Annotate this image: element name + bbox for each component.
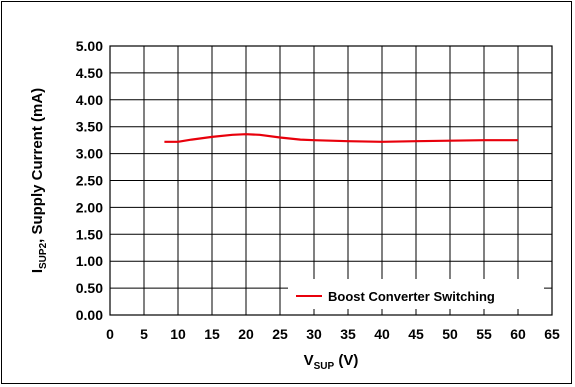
y-axis-title: ISUP2, Supply Current (mA) bbox=[29, 88, 49, 273]
y-tick-labels: 0.00 0.50 1.00 1.50 2.00 2.50 3.00 3.50 4.00 4.50… bbox=[76, 38, 103, 323]
x-tick-label-6: 30 bbox=[306, 326, 322, 342]
legend-label: Boost Converter Switching bbox=[328, 289, 495, 304]
legend: Boost Converter Switching bbox=[288, 279, 544, 309]
x-tick-label-7: 35 bbox=[340, 326, 356, 342]
grid bbox=[109, 45, 553, 316]
series-lines bbox=[164, 133, 518, 143]
x-tick-label-8: 40 bbox=[374, 326, 390, 342]
y-tick-label-3: 1.50 bbox=[76, 226, 103, 242]
x-axis-title-main: V bbox=[304, 352, 314, 369]
y-axis-title-main: I bbox=[29, 269, 46, 273]
y-tick-label-8: 4.00 bbox=[76, 92, 103, 108]
x-tick-label-12: 60 bbox=[510, 326, 526, 342]
x-tick-label-0: 0 bbox=[106, 326, 114, 342]
y-tick-label-0: 0.00 bbox=[76, 307, 103, 323]
x-tick-label-13: 65 bbox=[544, 326, 560, 342]
y-tick-label-7: 3.50 bbox=[76, 119, 103, 135]
x-tick-label-9: 45 bbox=[408, 326, 424, 342]
x-tick-label-11: 55 bbox=[476, 326, 492, 342]
y-tick-label-5: 2.50 bbox=[76, 173, 103, 189]
x-axis-title-unit: (V) bbox=[334, 352, 358, 369]
x-tick-label-10: 50 bbox=[442, 326, 458, 342]
legend-box bbox=[288, 279, 544, 309]
x-tick-label-4: 20 bbox=[238, 326, 254, 342]
y-tick-label-9: 4.50 bbox=[76, 65, 103, 81]
x-axis-title-sub: SUP bbox=[314, 361, 335, 372]
x-axis-title: VSUP (V) bbox=[304, 352, 359, 372]
x-tick-label-5: 25 bbox=[272, 326, 288, 342]
y-tick-label-1: 0.50 bbox=[76, 280, 103, 296]
x-tick-label-2: 10 bbox=[170, 326, 186, 342]
y-axis-title-rest: , Supply Current (mA) bbox=[29, 88, 46, 243]
y-tick-label-6: 3.00 bbox=[76, 146, 103, 162]
y-tick-label-4: 2.00 bbox=[76, 199, 103, 215]
plot-border bbox=[109, 45, 553, 316]
series-line-0 bbox=[164, 133, 518, 143]
y-tick-label-10: 5.00 bbox=[76, 38, 103, 54]
y-tick-label-2: 1.00 bbox=[76, 253, 103, 269]
x-tick-label-3: 15 bbox=[204, 326, 220, 342]
x-tick-labels: 0 5 10 15 20 25 30 35 40 45 50 55 60 65 bbox=[106, 326, 560, 342]
y-axis-title-sub: SUP2 bbox=[38, 242, 49, 269]
x-tick-label-1: 5 bbox=[140, 326, 148, 342]
